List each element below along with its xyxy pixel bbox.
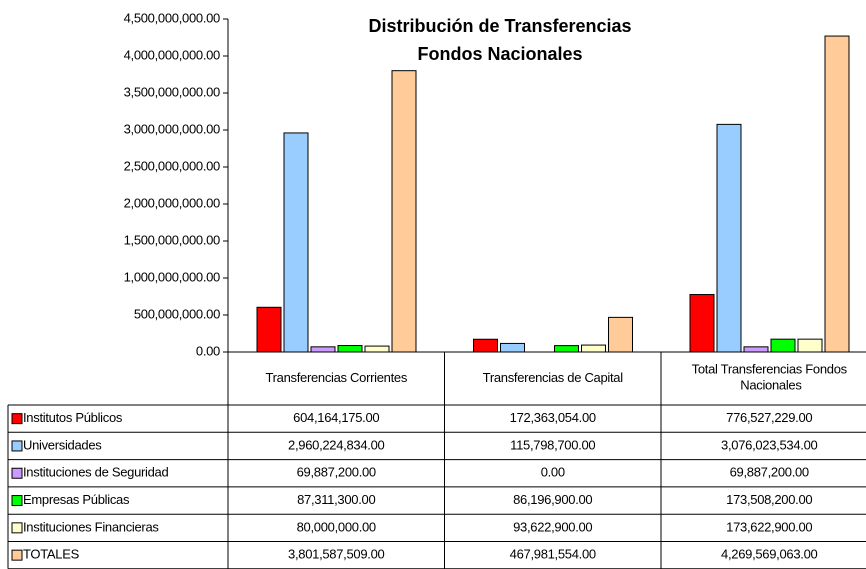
table-value: 4,269,569,063.00 (721, 547, 817, 562)
table-value: 3,801,587,509.00 (288, 547, 384, 562)
bar (500, 342, 525, 353)
y-tick-label: 4,000,000,000.00 (124, 47, 220, 62)
legend-label: Universidades (23, 437, 102, 452)
legend-key (11, 467, 23, 479)
legend-key (11, 495, 23, 507)
bar (310, 346, 336, 353)
y-tick-label: 2,000,000,000.00 (124, 195, 220, 210)
table-value: 173,622,900.00 (726, 519, 812, 534)
table-value: 467,981,554.00 (510, 547, 596, 562)
table-value: 0.00 (541, 465, 565, 480)
table-value: 93,622,900.00 (513, 519, 592, 534)
bar (770, 338, 796, 353)
bar (581, 344, 606, 353)
legend-label: Instituciones de Seguridad (23, 465, 168, 480)
legend-key (11, 440, 23, 452)
bar (716, 123, 742, 353)
chart-title: Fondos Nacionales (417, 44, 582, 64)
category-label: Total Transferencias Fondos Nacionales (692, 362, 848, 393)
bar (391, 70, 417, 353)
bar (797, 338, 823, 353)
y-tick-label: 2,500,000,000.00 (124, 158, 220, 173)
bar (473, 338, 498, 353)
y-tick-label: 500,000,000.00 (134, 306, 220, 321)
table-value: 69,887,200.00 (730, 465, 809, 480)
chart-title: Distribución de Transferencias (368, 16, 631, 36)
table-value: 86,196,900.00 (513, 492, 592, 507)
bar (256, 306, 282, 353)
category-label: Transferencias de Capital (483, 370, 624, 385)
y-tick-label: 3,000,000,000.00 (124, 121, 220, 136)
table-value: 87,311,300.00 (297, 492, 375, 507)
table-value: 604,164,175.00 (293, 410, 379, 425)
legend-key (11, 549, 23, 561)
bar (824, 35, 850, 353)
legend-label: TOTALES (23, 547, 80, 562)
bar (364, 345, 390, 353)
table-value: 173,508,200.00 (726, 492, 812, 507)
y-tick-label: 4,500,000,000.00 (124, 10, 220, 25)
bar (743, 346, 769, 353)
category-label: Transferencias Corrientes (265, 370, 407, 385)
table-value: 2,960,224,834.00 (288, 437, 384, 452)
y-tick-label: 3,500,000,000.00 (124, 84, 220, 99)
table-value: 3,076,023,534.00 (721, 437, 817, 452)
table-value: 172,363,054.00 (510, 410, 596, 425)
legend-label: Institutos Públicos (23, 410, 123, 425)
bar (283, 132, 309, 353)
table-value: 115,798,700.00 (510, 437, 595, 452)
table-value: 80,000,000.00 (297, 519, 376, 534)
legend-key (11, 413, 23, 425)
table-value: 776,527,229.00 (726, 410, 812, 425)
legend-label: Instituciones Financieras (23, 519, 159, 534)
y-tick-label: 1,000,000,000.00 (124, 269, 220, 284)
y-tick-label: 1,500,000,000.00 (124, 232, 220, 247)
bar (337, 345, 363, 353)
bar (689, 294, 715, 353)
table-value: 69,887,200.00 (297, 465, 376, 480)
legend-key (11, 522, 23, 534)
bar (608, 316, 633, 353)
bar (554, 345, 579, 353)
y-tick-label: 0.00 (196, 343, 220, 358)
legend-label: Empresas Públicas (23, 492, 130, 507)
